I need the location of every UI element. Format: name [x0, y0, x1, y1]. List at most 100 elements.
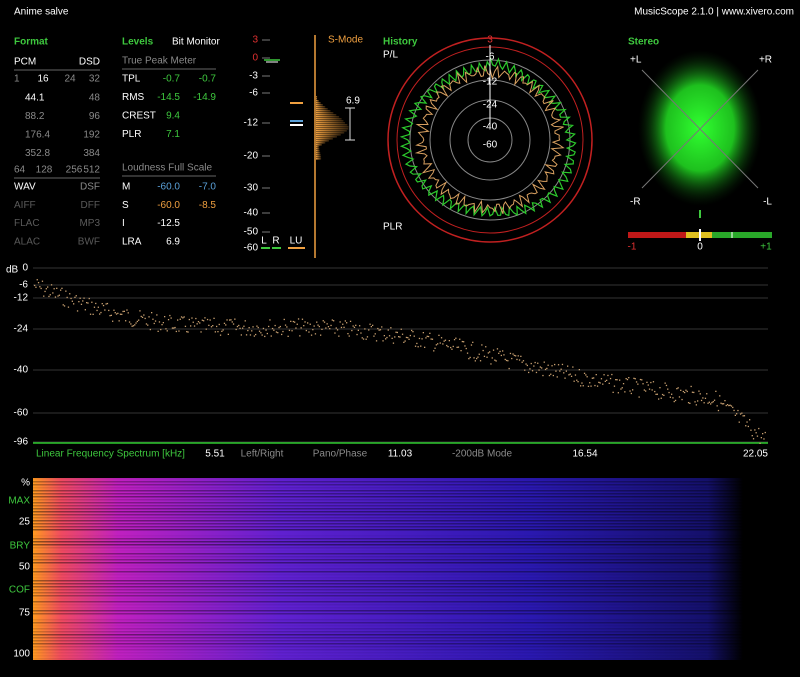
spectrum-dot: [438, 334, 440, 336]
histogram-bar: [316, 116, 340, 118]
spectrum-dot: [209, 319, 211, 321]
file-title: Anime salve: [14, 7, 69, 18]
spectrum-dot: [520, 355, 522, 357]
spectrum-dot: [489, 351, 491, 353]
spectrum-dot: [517, 355, 519, 357]
spectrum-dot: [325, 327, 327, 329]
spectrum-dot: [336, 329, 339, 331]
spectrum-dot: [723, 403, 725, 405]
spectrum-dot: [743, 415, 746, 417]
x-tick-label: 22.05: [743, 449, 768, 460]
spectrum-dot: [297, 318, 300, 320]
spectrum-dot: [344, 320, 346, 322]
spectrum-dot: [652, 381, 655, 383]
spectrum-dot: [567, 365, 569, 367]
spectrum-dot: [39, 286, 41, 288]
meter-value: 6.9: [166, 237, 180, 248]
mode-button: -200dB Mode: [452, 449, 512, 460]
panel-title: Format: [14, 37, 49, 48]
spectrum-dot: [54, 296, 57, 298]
spectrum-dot: [680, 389, 682, 391]
spectrum-dot: [128, 321, 131, 323]
spectrum-dot: [87, 302, 89, 304]
spectrum-dot: [611, 373, 613, 376]
spectrogram-band: [33, 604, 743, 606]
spectrum-dot: [184, 325, 187, 327]
spectrum-dot: [457, 346, 460, 348]
spectrum-dot: [577, 381, 579, 383]
spectrum-dot: [529, 368, 531, 370]
spectrum-dot: [695, 404, 697, 406]
spectrum-dot: [195, 317, 197, 320]
spectrum-dot: [759, 442, 761, 444]
spectrum-dot: [405, 336, 408, 339]
spectrum-dot: [303, 325, 305, 327]
spectrum-dot: [388, 335, 391, 337]
spectrogram-label: 75: [19, 608, 31, 619]
spectrum-dot: [305, 329, 307, 332]
spectrum-dot: [394, 336, 396, 338]
spectrum-dot: [486, 356, 488, 358]
spectrum-dot: [650, 381, 652, 384]
spectrum-dot: [255, 333, 257, 336]
spectrum-dot: [525, 363, 527, 365]
spectrum-dot: [416, 342, 418, 345]
spectrogram-band: [33, 517, 743, 519]
spectrogram-band: [33, 556, 743, 558]
spectrum-dot: [208, 324, 210, 326]
spectrum-dot: [591, 377, 593, 379]
spectrum-dot: [574, 374, 577, 376]
spectrum-dot: [34, 284, 36, 287]
spectrum-dot: [492, 349, 495, 351]
spectrum-dot: [314, 333, 317, 335]
spectrum-dot: [685, 389, 687, 391]
spectrum-dot: [206, 318, 209, 321]
ring-label: -24: [483, 100, 498, 111]
spectrum-dot: [736, 413, 738, 415]
ring-label: -60: [483, 140, 498, 151]
spectrogram-band: [33, 565, 743, 567]
spectrum-dot: [309, 323, 311, 325]
sample-rate: 192: [83, 130, 100, 141]
spectrum-dot: [639, 378, 642, 381]
spectrum-dot: [572, 366, 574, 368]
spectrum-dot: [316, 321, 318, 323]
smode-tick: 0: [252, 53, 258, 64]
spectrum-dot: [166, 330, 168, 332]
spectrum-dot: [253, 335, 255, 337]
spectrum-dot: [483, 355, 486, 357]
spectrum-dot: [504, 358, 506, 361]
spectrum-dot: [307, 322, 309, 324]
spectrum-dot: [654, 390, 656, 393]
spectrum-dot: [589, 382, 591, 384]
spectrum-dot: [690, 385, 692, 388]
spectrum-dot: [533, 365, 535, 367]
spectrum-dot: [79, 297, 81, 299]
spectrum-dot: [169, 314, 171, 317]
spectrum-dot: [450, 346, 452, 349]
spectrum-dot: [626, 378, 629, 381]
spectrum-dot: [347, 333, 349, 335]
spectrum-dot: [609, 377, 612, 380]
spectrum-dot: [738, 421, 740, 423]
spectrum-dot: [502, 350, 504, 352]
spectrum-dot: [494, 359, 496, 361]
spectrum-dot: [140, 315, 142, 318]
spectrogram-band: [33, 586, 743, 588]
spectrum-dot: [339, 321, 341, 323]
spectrum-dot: [310, 334, 313, 336]
histogram-bar: [316, 138, 333, 140]
spectrum-dot: [542, 374, 544, 377]
spectrum-dot: [359, 325, 361, 327]
spectrum-dot: [578, 369, 580, 371]
spectrum-dot: [439, 342, 441, 344]
spectrum-dot: [635, 381, 638, 383]
spectrum-dot: [482, 349, 484, 352]
spectrum-dot: [164, 316, 166, 318]
spectrum-dot: [45, 288, 47, 290]
y-tick-label: -24: [14, 324, 29, 335]
histogram-bar: [316, 114, 337, 116]
spectrum-dot: [387, 329, 389, 331]
spectrogram-band: [33, 478, 743, 480]
spectrum-dot: [356, 333, 358, 336]
